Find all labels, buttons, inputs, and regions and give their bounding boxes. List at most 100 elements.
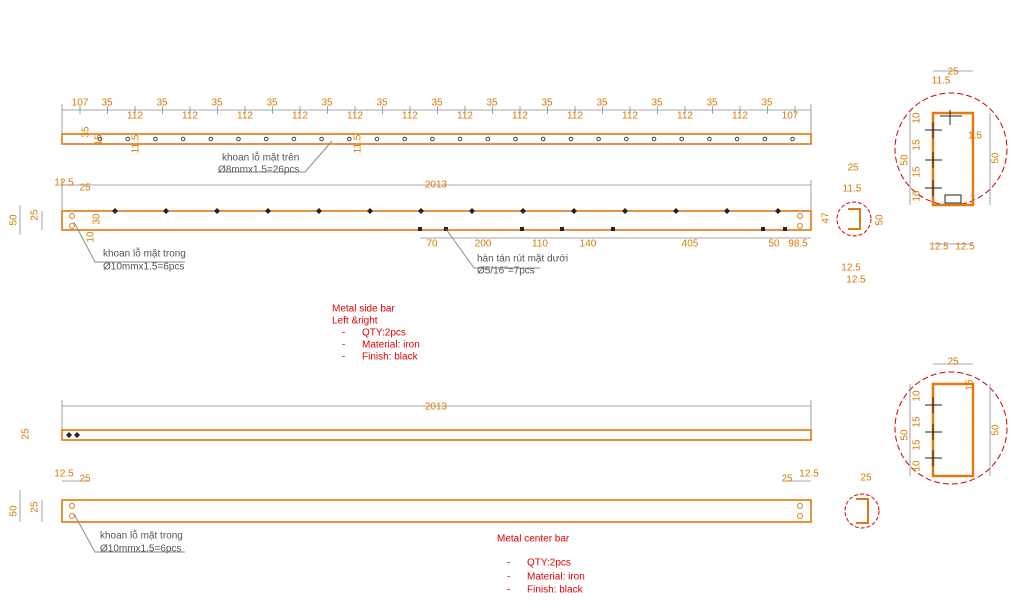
dimension-label: 35 xyxy=(596,98,608,109)
section-profile xyxy=(931,382,975,478)
dimension-label: 11.5 xyxy=(353,134,364,153)
dimension-label: 15 xyxy=(94,134,105,146)
section-circle xyxy=(894,92,1008,206)
section-circle xyxy=(894,371,1008,485)
rivet-mark xyxy=(316,208,322,214)
dimension-label: 10 xyxy=(912,460,923,472)
dimension-label: 112 xyxy=(292,111,308,122)
leader xyxy=(218,140,333,173)
rivet-mark xyxy=(724,208,730,214)
dimension-label: 10 xyxy=(912,390,923,402)
note-label: hàn tán rút mặt dưới xyxy=(477,254,568,265)
dimension-label: 35 xyxy=(156,98,168,109)
hole xyxy=(485,136,491,142)
dimension-label: 50 xyxy=(900,429,911,441)
rivet-mark xyxy=(66,432,80,438)
dimension-label: 35 xyxy=(706,98,718,109)
dimension-label: 35 xyxy=(761,98,773,109)
dimension-label: 35 xyxy=(266,98,278,109)
hole xyxy=(513,136,518,142)
dimension-label: 25 xyxy=(79,183,91,194)
dimension-label: 35 xyxy=(651,98,663,109)
dimension-label: 25 xyxy=(947,67,959,78)
dimension-label: 12.5 xyxy=(54,178,74,189)
rivet xyxy=(520,227,524,231)
hole xyxy=(208,136,214,142)
bar-outline xyxy=(61,133,812,145)
hole xyxy=(624,136,629,142)
dimension-label: 12.5 xyxy=(929,242,949,253)
dimension-label: 11.5 xyxy=(131,134,142,153)
note-label: khoan lỗ mặt trên xyxy=(222,151,299,164)
dimension-label: 50 xyxy=(9,505,20,517)
dimension-label: 1.5 xyxy=(968,131,982,142)
leader xyxy=(73,513,185,553)
dimension-label: 50 xyxy=(900,154,911,166)
rivet-mark xyxy=(469,208,475,214)
dimension-label: 10 xyxy=(912,190,923,202)
hole xyxy=(125,136,130,142)
dimension-label: 112 xyxy=(457,111,473,122)
dimension-label: 405 xyxy=(682,239,699,250)
hole xyxy=(596,136,601,142)
hole xyxy=(347,136,352,142)
spec-label: - xyxy=(507,572,510,583)
hole xyxy=(457,136,463,142)
rivet-mark xyxy=(520,208,526,214)
hole xyxy=(263,136,269,142)
hole xyxy=(402,136,408,142)
rivet xyxy=(783,227,787,231)
dimension-label: 112 xyxy=(622,111,638,122)
bar-outline xyxy=(61,210,812,231)
hole xyxy=(374,136,380,142)
note-label: Ø10mmx1.5=6pcs xyxy=(103,262,184,273)
dimension-label: 98.5 xyxy=(788,239,808,250)
hole xyxy=(69,513,75,519)
hole xyxy=(236,136,241,142)
dimension-label: 35 xyxy=(101,98,113,109)
spec-label: - xyxy=(342,328,345,339)
spec-label: - xyxy=(342,340,345,351)
dimension-label: 25 xyxy=(947,357,959,368)
hole xyxy=(679,136,685,142)
dimension-label: 15 xyxy=(912,139,923,151)
dimension-label: 35 xyxy=(376,98,388,109)
dimension-label: 50 xyxy=(991,152,1002,164)
leader xyxy=(445,228,540,269)
rivet xyxy=(560,227,564,231)
hole xyxy=(734,136,740,142)
spec-label: Material: iron xyxy=(362,340,420,351)
dimension-label: 112 xyxy=(732,111,748,122)
hole xyxy=(180,136,186,142)
rivet-mark xyxy=(367,208,373,214)
dimension-label: 25 xyxy=(847,163,859,174)
dimension-label: 15 xyxy=(912,439,923,451)
dimension-label: 112 xyxy=(402,111,418,122)
hole xyxy=(797,503,803,509)
spec-label: - xyxy=(342,352,345,363)
dimension-label: 50 xyxy=(768,239,780,250)
dimension-label: 50 xyxy=(9,214,20,226)
spec-label: - xyxy=(507,585,510,596)
section-circle xyxy=(836,201,872,237)
dimension-label: 112 xyxy=(347,111,363,122)
leader xyxy=(73,221,185,263)
dimension-label: 2013 xyxy=(425,180,448,191)
dimension-label: 12.5 xyxy=(54,469,74,480)
rivet-mark xyxy=(571,208,577,214)
hole xyxy=(69,503,75,509)
dimension-label: 11.5 xyxy=(843,184,862,195)
dimension-label: 70 xyxy=(426,239,438,250)
rivet xyxy=(761,227,765,231)
dimension-label: 110 xyxy=(532,239,548,250)
hole xyxy=(291,136,297,142)
dimension-label: 15 xyxy=(965,379,976,391)
dimension-label: 12.5 xyxy=(841,263,861,274)
rivet-mark xyxy=(265,208,271,214)
dimension-label: 35 xyxy=(541,98,553,109)
dimension-label: 35 xyxy=(81,126,92,138)
hole xyxy=(97,136,103,142)
dimension-label: 25 xyxy=(781,474,793,485)
rivet xyxy=(944,194,962,204)
